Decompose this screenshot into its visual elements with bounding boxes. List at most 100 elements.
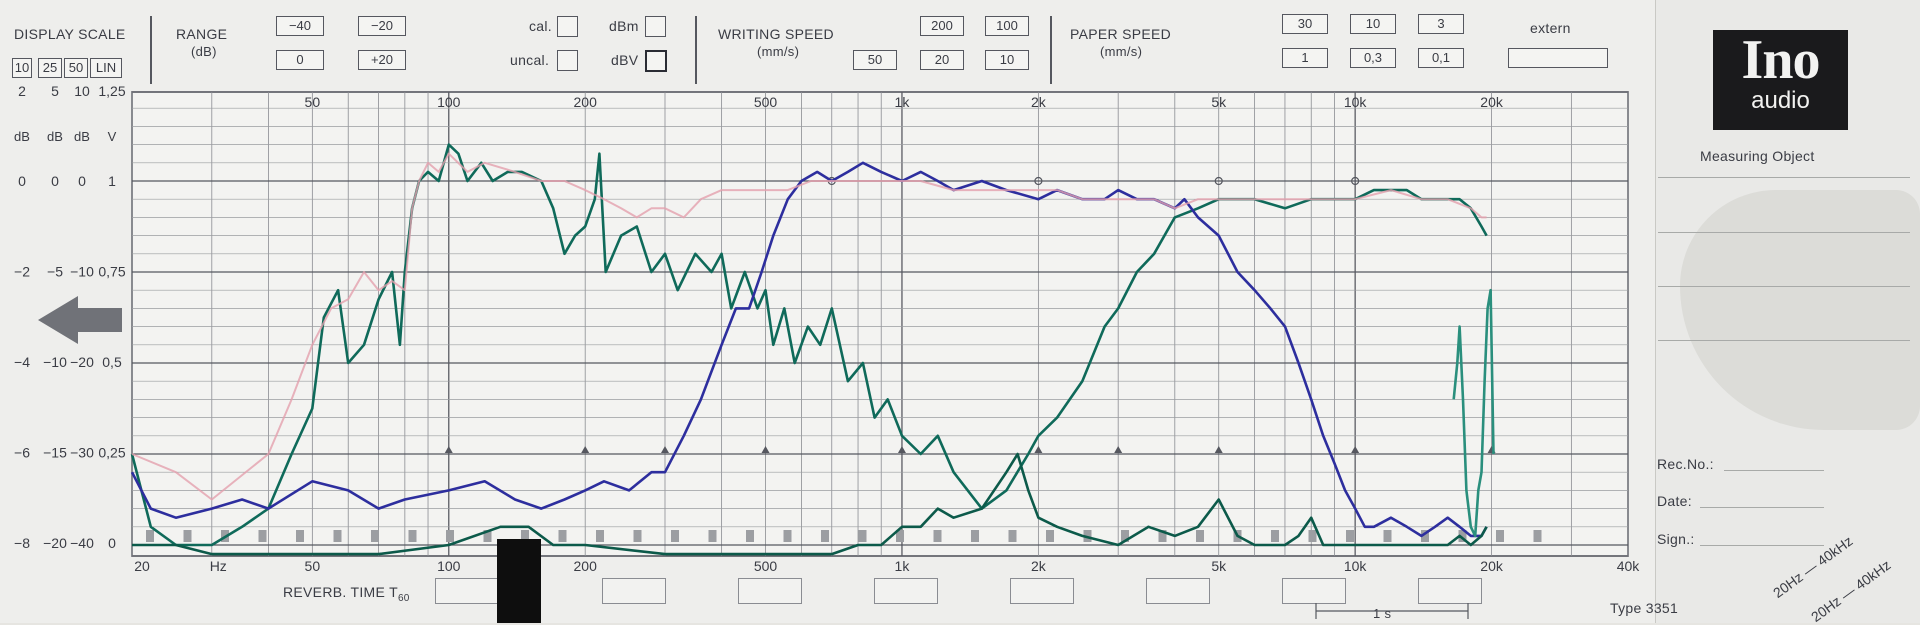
- ino-audio-logo: Ino audio: [1713, 30, 1848, 130]
- writing-speed-100: 100: [985, 16, 1029, 36]
- level-arrow: [38, 296, 122, 344]
- reverb-time-label: REVERB. TIME T60: [283, 584, 410, 604]
- baseline-square: [1421, 530, 1429, 542]
- paper-speed-1: 1: [1282, 48, 1328, 68]
- y-axis-unit: dB: [14, 129, 30, 144]
- y-axis-unit: dB: [47, 129, 63, 144]
- paper-speed-title: PAPER SPEED: [1070, 26, 1172, 42]
- y-axis-tick-label: 1: [108, 173, 116, 189]
- series-line-5: [1452, 288, 1495, 538]
- baseline-square: [1008, 530, 1017, 542]
- top-frequency-label: 20k: [1480, 94, 1504, 110]
- series-line-2: [130, 161, 1488, 538]
- time-marker-triangle: [897, 446, 906, 453]
- baseline-square: [1046, 530, 1054, 542]
- reverb-time-box: [874, 578, 938, 604]
- baseline-square: [746, 530, 754, 542]
- baseline-square: [1196, 530, 1204, 542]
- bottom-frequency-label: 20: [134, 558, 150, 574]
- top-frequency-label: 10k: [1344, 94, 1368, 110]
- y-axis-tick-label: 0: [18, 173, 26, 189]
- plot-frame: [131, 91, 1629, 557]
- y-axis-tick-label: −30: [70, 445, 94, 461]
- time-marker-triangle: [761, 446, 770, 453]
- header-divider: [1050, 16, 1052, 84]
- reverb-time-box: [602, 578, 666, 604]
- bottom-frequency-label: 100: [437, 558, 461, 574]
- reference-circle: [1034, 176, 1043, 186]
- top-frequency-label: 50: [305, 94, 321, 110]
- y-axis-unit: dB: [74, 129, 90, 144]
- baseline-square: [1121, 530, 1129, 542]
- baseline-square: [1271, 530, 1279, 542]
- measuring-object-label: Measuring Object: [1700, 148, 1815, 164]
- y-axis-tick-label: 0,25: [98, 445, 125, 461]
- reverb-time-box: [1146, 578, 1210, 604]
- writing-speed-10: 10: [985, 50, 1029, 70]
- bottom-frequency-label: 10k: [1344, 558, 1368, 574]
- display-scale-10: 10: [12, 58, 32, 78]
- top-frequency-label: 200: [574, 94, 598, 110]
- baseline-square: [296, 530, 304, 542]
- y-axis-tick-label: −10: [43, 354, 67, 370]
- uncal-checkbox: [557, 50, 578, 71]
- uncal-label: uncal.: [510, 52, 550, 68]
- y-axis-tick-label: −2: [14, 264, 30, 280]
- date-line: [1700, 507, 1824, 508]
- reverb-time-box: [435, 578, 499, 604]
- time-marker-triangle: [581, 446, 590, 453]
- y-axis-tick-label: −10: [70, 264, 94, 280]
- time-marker-triangle: [660, 446, 669, 453]
- baseline-square: [708, 530, 717, 542]
- baseline-square: [671, 530, 679, 542]
- baseline-square: [1158, 530, 1167, 542]
- reverb-time-box: [1010, 578, 1074, 604]
- top-frequency-label: 500: [754, 94, 778, 110]
- bottom-frequency-label: 500: [754, 558, 778, 574]
- display-scale-25: 25: [38, 58, 62, 78]
- baseline-square: [858, 530, 867, 542]
- top-frequency-label: 2k: [1031, 94, 1047, 110]
- writing-speed-unit: (mm/s): [757, 44, 800, 59]
- time-marker-triangle: [444, 446, 453, 453]
- paper-speed-30: 30: [1282, 14, 1328, 34]
- measuring-object-line: [1658, 286, 1910, 287]
- top-frequency-label: 5k: [1211, 94, 1227, 110]
- baseline-square: [633, 530, 642, 542]
- y-axis-tick-label: −15: [43, 445, 67, 461]
- display-scale-50: 50: [64, 58, 88, 78]
- paper-speed-unit: (mm/s): [1100, 44, 1143, 59]
- measuring-object-line: [1658, 232, 1910, 233]
- y-axis-tick-label: −6: [14, 445, 30, 461]
- baseline-square: [183, 530, 192, 542]
- measuring-object-line: [1658, 177, 1910, 178]
- y-axis-tick-label: 0,75: [98, 264, 125, 280]
- bottom-frequency-label: Hz: [210, 558, 227, 574]
- series-line-3: [131, 152, 1487, 501]
- display-scale-lin: LIN: [90, 58, 122, 78]
- y-axis-tick-label: 0,5: [102, 354, 122, 370]
- type-label: Type 3351: [1610, 600, 1679, 616]
- baseline-square: [333, 530, 342, 542]
- y-axis-unit: V: [108, 129, 117, 144]
- baseline-square: [1308, 530, 1317, 542]
- bottom-frequency-label: 20k: [1480, 558, 1504, 574]
- baseline-square: [521, 530, 529, 542]
- writing-speed-50: 50: [853, 50, 897, 70]
- baseline-square: [1346, 530, 1354, 542]
- baseline-square: [558, 530, 567, 542]
- baseline-square: [933, 530, 942, 542]
- cal-label: cal.: [529, 18, 552, 34]
- black-cover-tab: [497, 539, 541, 623]
- range-minus20: −20: [358, 16, 406, 36]
- baseline-square: [896, 530, 904, 542]
- baseline-square: [408, 530, 417, 542]
- measuring-object-line: [1658, 340, 1910, 341]
- series-line-4: [132, 452, 1488, 556]
- baseline-square: [258, 530, 267, 542]
- bottom-frequency-label: 200: [574, 558, 598, 574]
- baseline-square: [821, 530, 829, 542]
- range-title: RANGE: [176, 26, 228, 42]
- bottom-frequency-label: 1k: [895, 558, 911, 574]
